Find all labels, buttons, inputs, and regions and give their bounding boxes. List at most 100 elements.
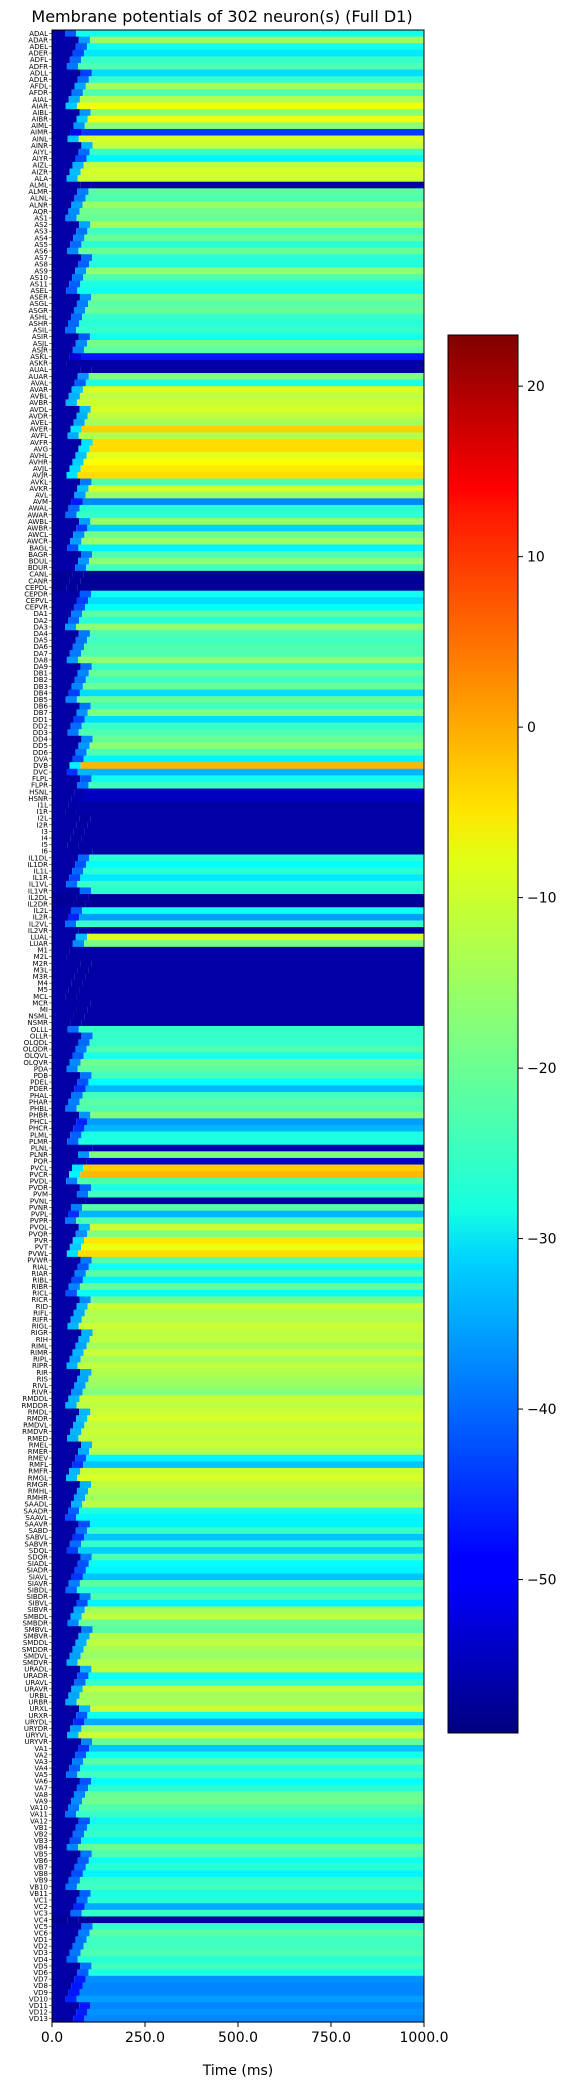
heatmap-row-PVCR [80,1171,424,1179]
heatmap-row-ramp [68,95,80,104]
y-tick-label: VA4 [34,1765,48,1773]
colorbar-tick-label: −10 [527,891,557,907]
heatmap-row-ramp [78,1039,90,1047]
y-tick-label: AS8 [34,261,48,269]
heatmap-row-ramp [74,1863,86,1871]
heatmap-row-transient [52,102,66,110]
heatmap-row-RIBR [79,1283,425,1291]
y-tick-label: ASGR [28,307,48,315]
y-tick-label: SIBVR [27,1606,48,1614]
y-tick-label: SAAVR [24,1521,48,1529]
heatmap-row-DA6 [83,643,424,651]
heatmap-row-transient [52,993,66,1001]
heatmap-row-ramp [79,702,91,710]
y-tick-label: NSMR [27,1019,48,1027]
heatmap-row-ramp [75,1639,87,1647]
heatmap-row-ramp [71,1870,83,1878]
y-tick-label: AUAL [29,366,48,374]
y-tick-label: DB4 [33,689,48,697]
y-tick-label: AVDR [29,412,49,420]
y-tick-label: M5 [38,986,49,994]
heatmap-row-ramp [72,867,84,875]
heatmap-row-ramp [80,1256,92,1265]
y-tick-label: VB7 [34,1863,48,1871]
heatmap-row-ramp [80,1368,92,1377]
heatmap-row-ramp [77,188,89,196]
y-tick-label: DVA [34,755,49,763]
heatmap-row-ramp [77,1078,89,1086]
heatmap-row-ramp [67,729,79,737]
heatmap-row-transient [52,880,67,889]
heatmap-row-transient [52,1863,75,1871]
y-tick-label: VD12 [29,2009,48,2017]
heatmap-row-transient [52,399,66,407]
heatmap-row-ramp [81,1032,93,1040]
heatmap-row-ramp [65,30,77,38]
heatmap-row-RMDDL [79,1395,424,1403]
heatmap-row-ramp [78,854,90,862]
heatmap-row-IL2VR [89,927,424,935]
heatmap-row-PVPL [79,1210,424,1218]
y-tick-label: URYVR [25,1738,49,1746]
y-tick-label: SMBDL [23,1613,48,1621]
heatmap-row-VA6 [91,1777,424,1786]
heatmap-row-ramp [78,148,90,156]
heatmap-row-VB7 [85,1863,425,1871]
heatmap-row-VA1 [89,1744,424,1753]
y-tick-label: RIAL [32,1263,48,1271]
heatmap-row-ramp [77,1560,89,1568]
heatmap-row-ramp [74,491,86,499]
heatmap-row-AWAL [79,504,424,513]
heatmap-row-PLMR [78,1138,425,1146]
heatmap-row-VD6 [88,1969,425,1977]
heatmap-row-transient [52,1619,68,1627]
heatmap-row-transient [52,861,76,869]
heatmap-row-transient [52,1190,77,1199]
heatmap-row-ramp [69,762,81,770]
y-tick-label: AVHL [30,452,48,460]
heatmap-row-transient [52,900,74,908]
heatmap-row-transient [52,927,79,935]
heatmap-row-DD5 [89,742,425,750]
heatmap-row-transient [52,1507,68,1515]
y-tick-label: PDER [29,1085,48,1093]
heatmap-row-ramp [68,689,80,697]
heatmap-row-SABVR [81,1540,425,1548]
heatmap-row-transient [52,834,71,842]
heatmap-row-transient [52,1085,75,1093]
heatmap-row-transient [52,274,73,282]
y-tick-label: VD9 [33,1989,48,1997]
heatmap-row-transient [52,841,68,849]
heatmap-row-ramp [66,62,79,71]
heatmap-row-ramp [72,1758,84,1766]
heatmap-row-transient [52,1909,71,1918]
y-tick-label: IL1R [33,874,48,882]
y-tick-label: SIAVL [28,1573,48,1581]
heatmap-row-ramp [68,504,80,513]
y-tick-label: AINR [31,142,48,150]
heatmap-row-VA2 [86,1751,424,1759]
y-tick-label: RMGL [28,1474,48,1482]
y-tick-label: PVNL [30,1197,48,1205]
y-tick-label: VB1 [34,1824,48,1832]
heatmap-row-transient [52,597,77,605]
y-tick-label: RIBR [31,1283,48,1291]
heatmap-row-transient [52,1685,72,1693]
y-tick-label: OLQDR [23,1046,48,1054]
heatmap-row-RIPR [77,1362,424,1370]
y-tick-label: ALNL [30,195,48,203]
heatmap-row-ramp [65,808,77,816]
heatmap-row-transient [52,1012,74,1021]
heatmap-row-ramp [70,610,83,618]
heatmap-row-SDQR [91,1553,424,1561]
y-tick-label: CEPVR [25,604,48,612]
y-tick-label: IL2L [34,907,48,915]
heatmap-row-transient [52,69,81,77]
y-tick-label: AWBL [28,518,48,526]
heatmap-row-ramp [69,650,82,658]
y-tick-label: RMDDR [21,1402,48,1410]
heatmap-row-VD8 [82,1982,424,1990]
y-tick-label: M2L [34,953,48,961]
heatmap-row-AVFL [78,432,424,440]
heatmap-row-ASEL [77,287,425,295]
